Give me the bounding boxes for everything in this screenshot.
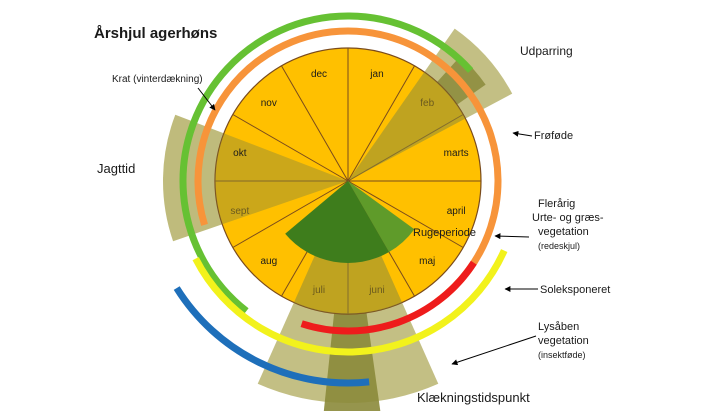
month-label-marts: marts bbox=[444, 148, 469, 159]
month-label-sept: sept bbox=[230, 206, 249, 217]
krat-arrow bbox=[197, 87, 216, 111]
frofode-label: Frøføde bbox=[534, 130, 573, 142]
month-label-nov: nov bbox=[261, 98, 277, 109]
udparring-inner-sector bbox=[348, 72, 466, 181]
krat-ring-second bbox=[347, 27, 502, 306]
habitat-rings bbox=[173, 12, 508, 387]
annotation-arrows bbox=[197, 87, 538, 366]
month-label-maj: maj bbox=[419, 256, 435, 267]
diagram-title: Årshjul agerhøns bbox=[94, 25, 217, 42]
krat-label: Krat (vinterdækning) bbox=[112, 74, 203, 85]
flerarig-label-line-4: (redeskjul) bbox=[538, 241, 580, 251]
lysaben-label-line-3: (insektføde) bbox=[538, 350, 586, 360]
jagttid-label: Jagttid bbox=[97, 161, 135, 176]
flerarig-ring bbox=[300, 260, 477, 335]
frofode-arrow bbox=[512, 130, 533, 137]
jagttid-inner-sector bbox=[215, 133, 348, 225]
month-label-juli: juli bbox=[312, 285, 325, 296]
month-label-juni: juni bbox=[368, 285, 385, 296]
month-divider bbox=[347, 65, 415, 182]
soleksponeret-ring bbox=[192, 249, 508, 356]
rugeperiode-sector-light bbox=[348, 181, 415, 253]
udparring-label: Udparring bbox=[520, 44, 573, 58]
month-label-okt: okt bbox=[233, 148, 247, 159]
krat-ring bbox=[194, 27, 349, 226]
soleksponeret-label: Soleksponeret bbox=[540, 284, 610, 296]
frofode-ring bbox=[179, 12, 474, 314]
month-divider bbox=[232, 114, 349, 182]
month-labels: jan feb marts april maj juni juli aug sept okt nov… bbox=[230, 69, 468, 296]
lysaben-label-line-2: vegetation bbox=[538, 335, 589, 347]
month-label-april: april bbox=[447, 206, 466, 217]
flerarig-label-line-3: vegetation bbox=[538, 226, 589, 238]
month-divider bbox=[232, 180, 349, 248]
month-label-aug: aug bbox=[260, 256, 277, 267]
flerarig-label-line-2: Urte- og græs- bbox=[532, 212, 604, 224]
month-divider bbox=[347, 180, 464, 248]
rugeperiode-sector-dark bbox=[285, 181, 389, 263]
month-label-dec: dec bbox=[311, 69, 327, 80]
month-label-jan: jan bbox=[369, 69, 383, 80]
lysaben-ring bbox=[173, 286, 370, 387]
flerarig-arrow bbox=[494, 233, 530, 240]
rugeperiode-label: Rugeperiode bbox=[413, 227, 476, 239]
klaekning-label: Klækningstidspunkt bbox=[417, 390, 530, 405]
month-divider bbox=[281, 65, 349, 182]
inner-sectors bbox=[215, 72, 466, 314]
month-label-feb: feb bbox=[420, 98, 434, 109]
flerarig-label-line-1: Flerårig bbox=[538, 198, 575, 210]
lysaben-arrow bbox=[451, 335, 537, 366]
lysaben-label-line-1: Lysåben bbox=[538, 321, 579, 333]
